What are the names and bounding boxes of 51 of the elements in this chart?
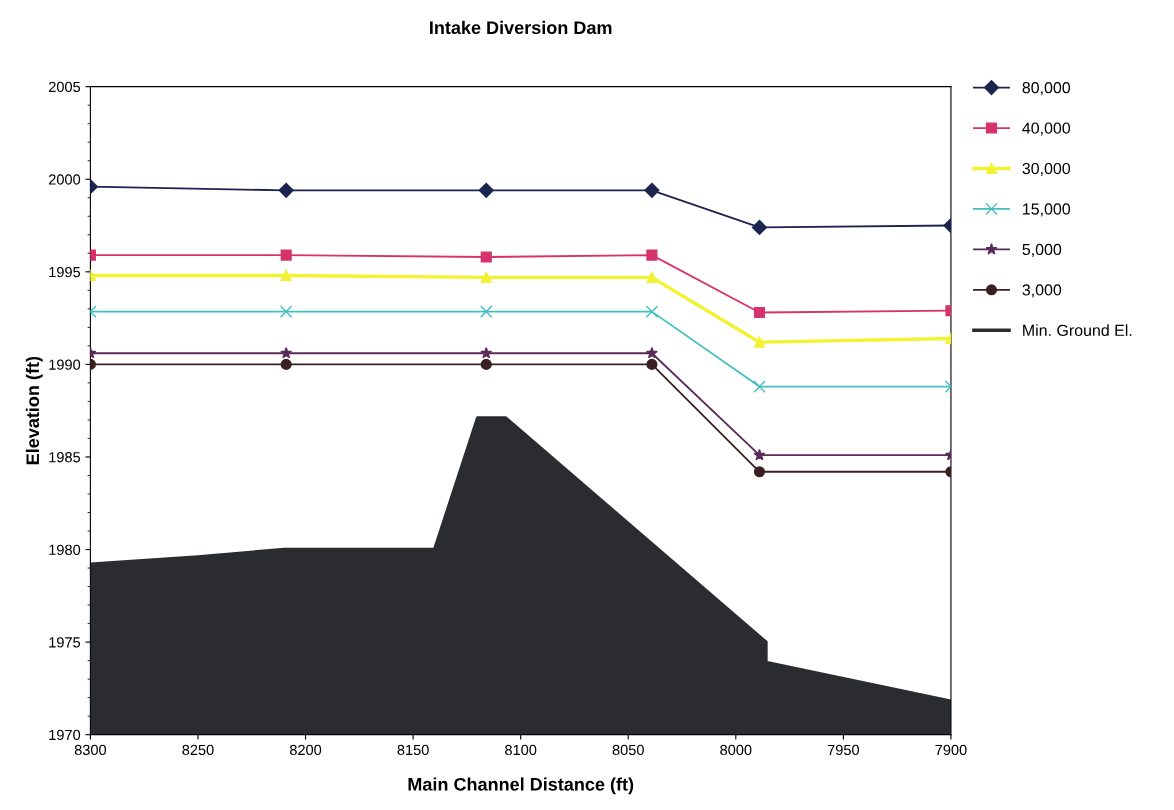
legend-label: 5,000	[1022, 243, 1062, 257]
point	[753, 448, 766, 461]
point	[645, 347, 658, 359]
point	[753, 336, 766, 348]
point	[753, 306, 766, 319]
point	[480, 271, 492, 283]
x-tick-label: 7950	[827, 744, 860, 756]
point	[480, 347, 493, 359]
y-tick-label: 1975	[49, 637, 81, 648]
y-tick-label: 2005	[48, 81, 81, 93]
point	[644, 182, 660, 198]
x-tick-label: 8300	[74, 744, 107, 756]
point	[646, 271, 658, 283]
x-axis-title: Main Channel Distance (ft)	[408, 777, 634, 795]
point	[280, 269, 292, 282]
point	[478, 182, 494, 198]
legend-label: 15,000	[1023, 203, 1071, 217]
point	[646, 358, 658, 370]
point	[753, 380, 766, 393]
point	[280, 249, 292, 261]
y-tick-label: 1970	[49, 729, 81, 741]
x-tick-label: 8100	[505, 744, 537, 756]
point	[480, 251, 492, 263]
x-tick-label: 8200	[289, 744, 322, 756]
point	[278, 182, 294, 198]
point	[280, 347, 293, 359]
x-tick-label: 7900	[935, 744, 967, 756]
x-tick-label: 8150	[397, 744, 429, 756]
y-tick-label: 1985	[49, 452, 81, 463]
x-tick-label: 8050	[612, 744, 644, 756]
point	[753, 466, 766, 478]
legend-label: Min. Ground El.	[1023, 324, 1132, 337]
legend-label: 3,000	[1022, 284, 1062, 298]
legend-label: 30,000	[1022, 162, 1071, 177]
point	[279, 305, 293, 318]
legend-label: 40,000	[1022, 122, 1071, 136]
legend-label: 80,000	[1022, 82, 1071, 96]
y-tick-label: 1980	[49, 544, 81, 555]
point	[280, 358, 292, 370]
y-tick-label: 2000	[48, 174, 81, 185]
point	[645, 305, 659, 318]
x-tick-label: 8000	[720, 744, 752, 756]
y-tick-label: 1995	[49, 266, 81, 278]
point	[646, 249, 658, 261]
point	[751, 219, 768, 235]
point	[480, 358, 492, 370]
chart-title: Intake Diversion Dam	[430, 20, 612, 35]
y-tick-label: 1990	[49, 359, 81, 370]
y-axis-title: Elevation (ft)	[25, 356, 43, 465]
x-tick-label: 8250	[182, 744, 214, 756]
point	[479, 305, 493, 318]
